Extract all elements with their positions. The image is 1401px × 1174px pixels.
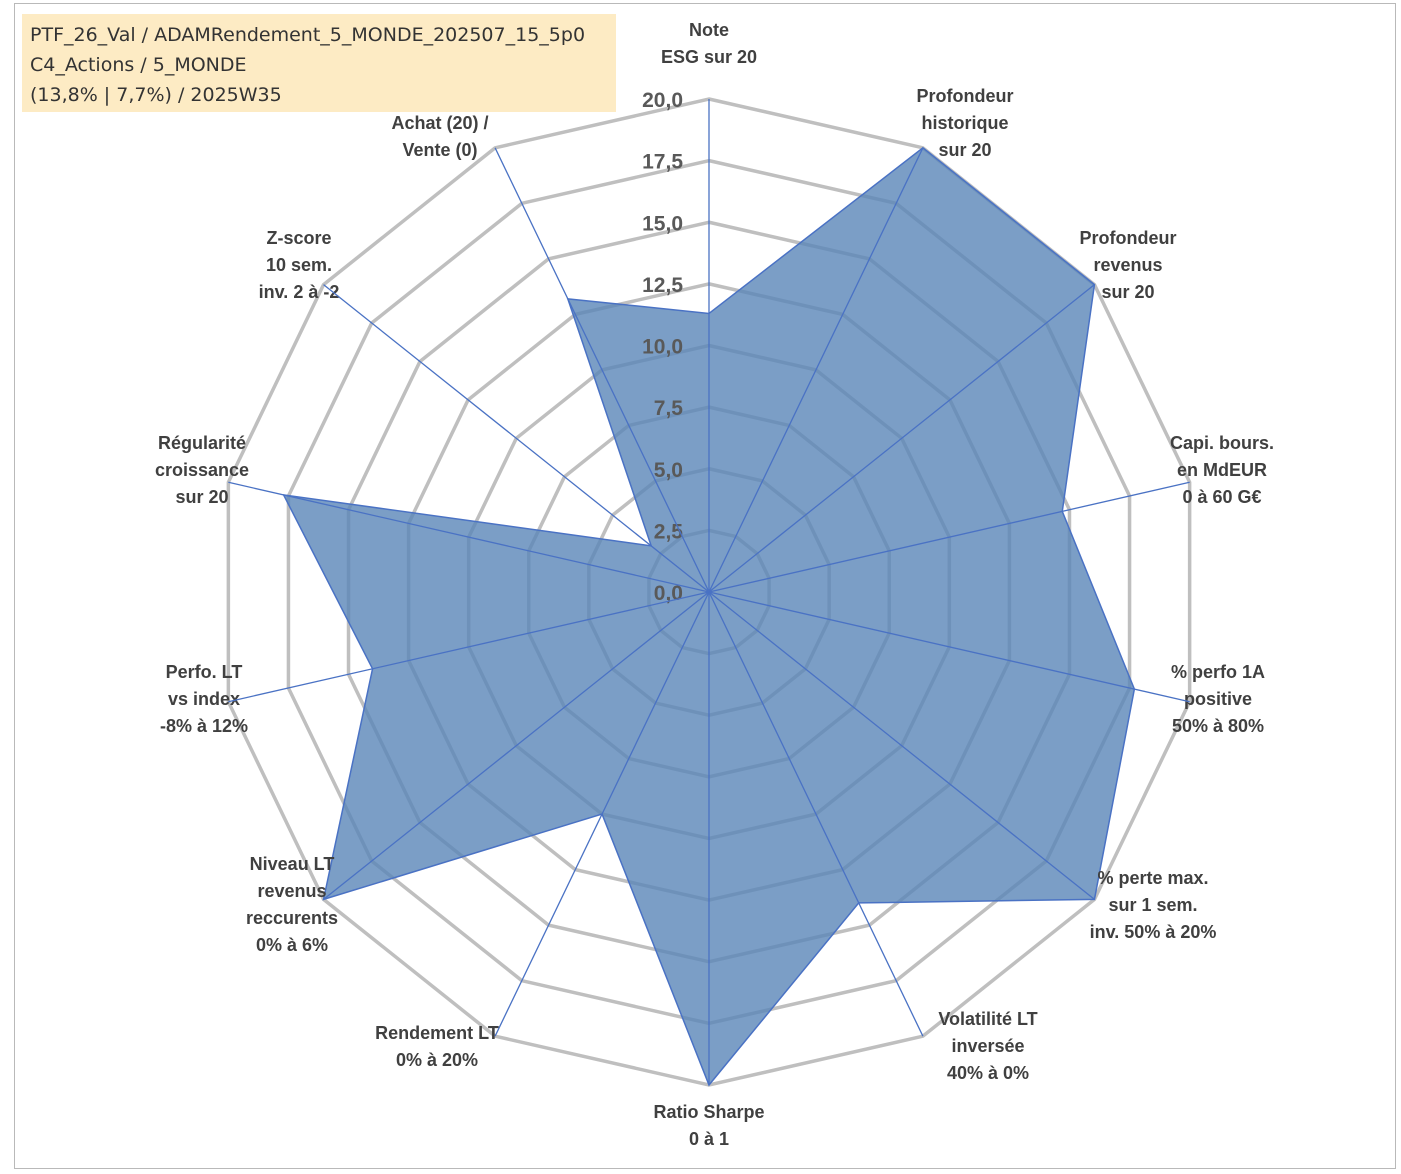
radar-spokes	[228, 99, 1190, 1085]
axis-label: historique	[921, 113, 1008, 133]
axis-spoke	[708, 591, 924, 1037]
axis-spoke	[708, 481, 1190, 593]
axis-spoke	[323, 591, 710, 900]
axis-label: croissance	[155, 460, 249, 480]
axis-label: Perfo. LT	[166, 662, 243, 682]
axis-label: positive	[1184, 689, 1252, 709]
axis-spoke	[708, 591, 1095, 900]
axis-label: en MdEUR	[1177, 460, 1267, 480]
axis-label: Rendement LT	[375, 1023, 499, 1043]
axis-label: sur 20	[1101, 282, 1154, 302]
axis-label: vs index	[168, 689, 240, 709]
axis-spoke	[708, 147, 924, 593]
axis-label: Note	[689, 20, 729, 40]
axis-label: Ratio Sharpe	[653, 1102, 764, 1122]
axis-label: reccurents	[246, 908, 338, 928]
axis-label: revenus	[1093, 255, 1162, 275]
axis-label: Vente (0)	[402, 140, 477, 160]
axis-label: Achat (20) /	[391, 113, 488, 133]
radar-tick-labels: 0,02,55,07,510,012,515,017,520,0	[642, 89, 683, 605]
tick-label: 2,5	[654, 520, 684, 543]
axis-label: Régularité	[158, 433, 246, 453]
axis-label: sur 1 sem.	[1108, 895, 1197, 915]
axis-label: sur 20	[175, 487, 228, 507]
tick-label: 17,5	[642, 151, 683, 174]
radar-axis-labels: Note ESG sur 20 Profondeur historique sur 20…	[155, 20, 1274, 1149]
axis-label: % perte max.	[1097, 868, 1208, 888]
axis-spoke	[708, 591, 1190, 703]
tick-label: 10,0	[642, 336, 683, 359]
portfolio-stats: (13,8% | 7,7%) / 2025W35	[30, 84, 282, 106]
axis-label: % perfo 1A	[1171, 662, 1265, 682]
axis-label: Z-score	[266, 228, 331, 248]
axis-label: 0% à 6%	[256, 935, 328, 955]
axis-label: 10 sem.	[266, 255, 332, 275]
axis-label: 0 à 1	[689, 1129, 729, 1149]
tick-label: 15,0	[642, 212, 683, 235]
axis-label: ESG sur 20	[661, 47, 757, 67]
axis-label: Profondeur	[1080, 228, 1177, 248]
axis-label: Niveau LT	[250, 854, 335, 874]
portfolio-info-box: PTF_26_Val / ADAMRendement_5_MONDE_20250…	[22, 14, 616, 112]
portfolio-name: PTF_26_Val / ADAMRendement_5_MONDE_20250…	[30, 24, 586, 46]
axis-label: inversée	[951, 1036, 1024, 1056]
axis-label: inv. 50% à 20%	[1090, 922, 1217, 942]
axis-spoke	[323, 284, 710, 593]
tick-label: 12,5	[642, 274, 683, 297]
axis-label: revenus	[257, 881, 326, 901]
tick-label: 20,0	[642, 89, 683, 112]
axis-label: 0% à 20%	[396, 1050, 478, 1070]
axis-label: -8% à 12%	[160, 716, 248, 736]
axis-label: 0 à 60 G€	[1182, 487, 1261, 507]
tick-label: 5,0	[654, 459, 683, 482]
axis-spoke	[708, 284, 1095, 593]
axis-label: Volatilité LT	[938, 1009, 1037, 1029]
axis-label: 50% à 80%	[1172, 716, 1264, 736]
axis-spoke	[494, 147, 710, 593]
portfolio-category: C4_Actions / 5_MONDE	[30, 54, 247, 76]
axis-label: Profondeur	[917, 86, 1014, 106]
axis-spoke	[228, 591, 710, 703]
axis-label: 40% à 0%	[947, 1063, 1029, 1083]
axis-label: Capi. bours.	[1170, 433, 1274, 453]
tick-label: 7,5	[654, 397, 684, 420]
axis-label: inv. 2 à -2	[259, 282, 340, 302]
axis-spoke	[494, 591, 710, 1037]
axis-label: sur 20	[938, 140, 991, 160]
axis-spoke	[228, 481, 710, 593]
